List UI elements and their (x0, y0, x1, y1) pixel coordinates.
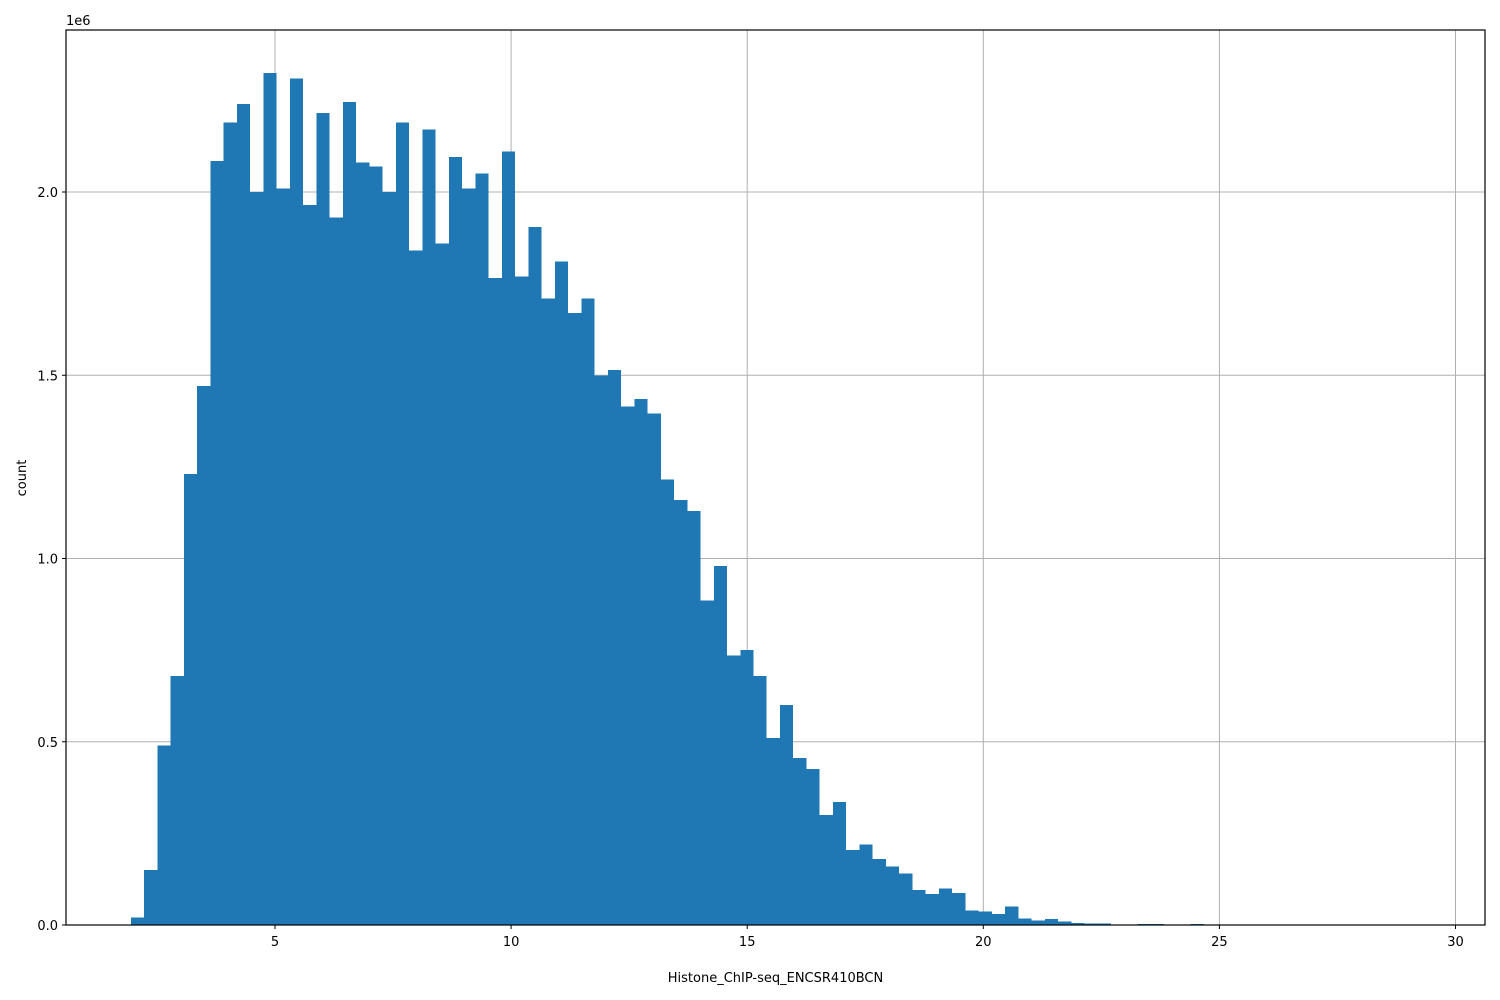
histogram-bar (1018, 918, 1032, 925)
histogram-bar (356, 162, 370, 925)
y-tick-label: 0.5 (37, 736, 58, 751)
histogram-bar (369, 166, 383, 926)
histogram-bar (422, 129, 436, 925)
histogram-bar (263, 72, 277, 925)
histogram-bar (223, 122, 237, 926)
histogram-bar (713, 565, 728, 925)
histogram-bar (727, 655, 741, 925)
histogram-bar (197, 386, 211, 925)
histogram-bar (991, 914, 1006, 925)
x-tick-label: 25 (1211, 935, 1228, 950)
histogram-bar (1084, 923, 1098, 925)
histogram-bar (899, 873, 913, 925)
histogram-bar (130, 917, 145, 925)
x-tick-label: 5 (271, 935, 279, 950)
histogram-bar (952, 893, 966, 925)
histogram-bar (766, 738, 780, 925)
histogram-bar (779, 705, 794, 925)
histogram-bar (607, 369, 622, 925)
histogram-bar (342, 102, 357, 925)
histogram-bar (183, 474, 198, 925)
histogram-bar (1058, 921, 1072, 925)
histogram-bar (316, 113, 330, 925)
x-tick-label: 15 (739, 935, 756, 950)
y-offset-text: 1e6 (66, 14, 91, 29)
histogram-bar (753, 675, 767, 925)
histogram-bar (846, 849, 860, 925)
histogram-bar (700, 600, 714, 925)
y-tick-label: 1.5 (37, 369, 58, 384)
histogram-bar (978, 911, 992, 925)
histogram-bar (236, 104, 251, 926)
histogram-bar (528, 226, 542, 925)
histogram-bar (382, 192, 396, 925)
histogram-bar (210, 160, 224, 925)
histogram-bar (1097, 923, 1112, 925)
histogram-bar (144, 870, 158, 925)
y-tick-label: 2.0 (37, 186, 58, 201)
histogram-bar (462, 188, 476, 925)
histogram-bar (170, 675, 184, 925)
histogram-bar (501, 151, 516, 925)
histogram-bar (912, 890, 926, 925)
histogram-bar (276, 188, 290, 925)
histogram-bar (1044, 918, 1059, 925)
histogram-bar (740, 650, 754, 925)
histogram-bar (872, 859, 886, 925)
axes-frame (65, 29, 1486, 926)
histogram-bar (568, 312, 582, 925)
x-axis-ticks: 5 10 15 20 25 30 (271, 925, 1464, 950)
histogram-bar (832, 802, 847, 925)
histogram-bar (157, 745, 171, 925)
histogram-bar (395, 122, 410, 926)
histogram-bar (1005, 906, 1019, 925)
histogram-bar (647, 413, 661, 925)
y-tick-label: 0.0 (37, 919, 58, 934)
histogram-bar (289, 78, 304, 925)
y-axis-label: count (15, 460, 30, 497)
histogram-bar (303, 204, 317, 925)
x-tick-label: 30 (1447, 935, 1464, 950)
histogram-bar (938, 888, 953, 925)
histogram-bar (859, 844, 873, 925)
y-tick-label: 1.0 (37, 553, 58, 568)
histogram-bar (515, 276, 529, 925)
histogram-bar (541, 298, 555, 925)
histogram-bar (435, 243, 449, 925)
histogram-bar (965, 910, 979, 925)
histogram-bar (660, 479, 675, 925)
histogram-bar (674, 499, 688, 925)
histogram-bar (488, 278, 502, 925)
histogram-bar (634, 399, 648, 925)
histogram-bar (925, 893, 939, 925)
x-tick-label: 20 (975, 935, 992, 950)
histogram-bar (1031, 920, 1045, 925)
histogram-bar (1071, 922, 1085, 925)
x-axis-label: Histone_ChIP-seq_ENCSR410BCN (668, 971, 883, 986)
y-axis-ticks: 0.0 0.5 1.0 1.5 2.0 (37, 186, 66, 934)
x-tick-label: 10 (503, 935, 520, 950)
histogram-bar (448, 157, 463, 925)
histogram-bar (409, 250, 423, 925)
histogram-bar (621, 406, 635, 926)
histogram-bar (329, 217, 343, 925)
histogram-bar (250, 192, 264, 925)
histogram-bar (819, 815, 833, 925)
histogram-bar (793, 758, 807, 925)
histogram-bar (475, 173, 489, 926)
histogram-bars (130, 72, 1204, 926)
histogram-bar (594, 375, 608, 925)
histogram-bar (554, 261, 569, 925)
histogram-bar (806, 769, 820, 925)
histogram-bar (885, 866, 900, 925)
histogram-bar (687, 510, 701, 925)
histogram-bar (581, 298, 595, 925)
